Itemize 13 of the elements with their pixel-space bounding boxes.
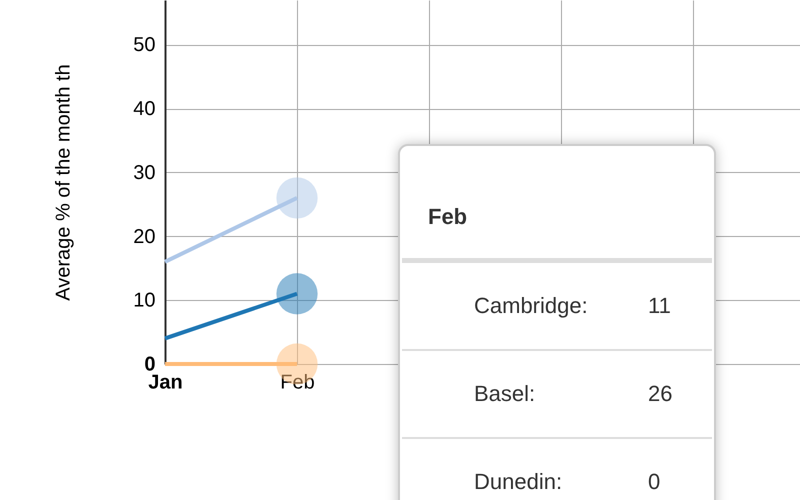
text: Basel: (473, 381, 536, 407)
y-axis-title: Average % of the month th (52, 64, 74, 301)
text: 26 (648, 381, 672, 407)
y-tick-label: 10 (133, 290, 156, 312)
text: 0 (648, 469, 660, 495)
annotation: Cambridge: (473, 293, 589, 319)
y-tick-label: 20 (133, 226, 156, 248)
y-tick-label: 50 (133, 34, 156, 56)
annotation: 11 (648, 293, 671, 319)
category-label: Feb (428, 204, 468, 229)
y-tick-label: 40 (133, 98, 156, 120)
text: Dunedin: (473, 469, 564, 495)
y-tick-label: 30 (133, 162, 156, 184)
